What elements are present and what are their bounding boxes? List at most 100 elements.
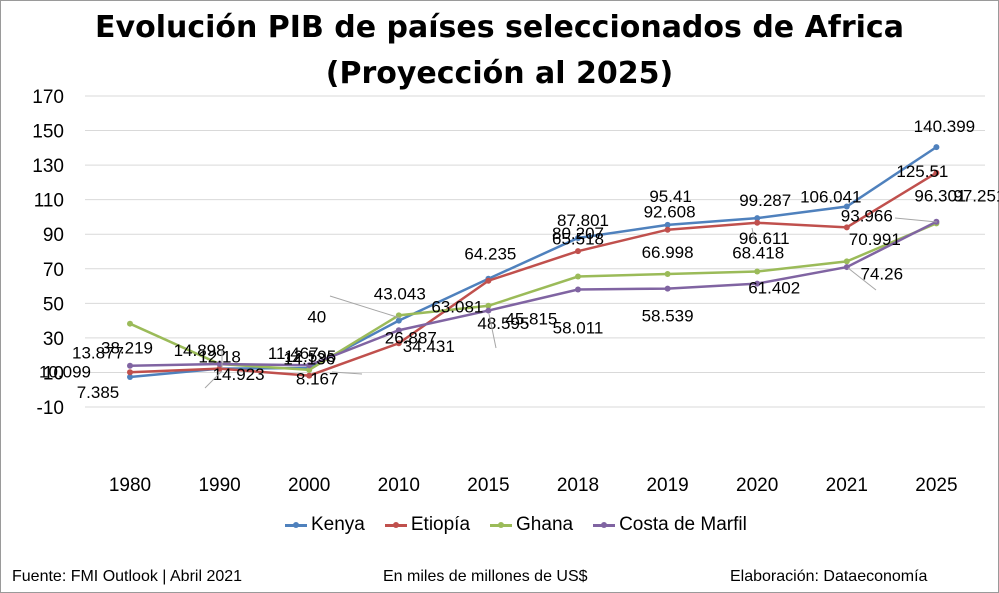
legend-label: Kenya <box>311 514 365 535</box>
data-point <box>306 372 313 379</box>
y-tick-label: 70 <box>43 260 64 281</box>
chart-legend: Kenya Etiopía Ghana Costa de Marfil <box>285 514 747 536</box>
data-label: 66.998 <box>642 243 694 262</box>
x-tick-label: 2019 <box>646 475 688 496</box>
data-point <box>395 340 402 347</box>
data-point <box>664 226 671 233</box>
data-label: 97.251 <box>953 187 999 206</box>
y-tick-label: 110 <box>34 191 64 212</box>
data-label: 96.301 <box>914 186 966 205</box>
data-label: 106.041 <box>800 188 861 207</box>
data-label: 80.207 <box>552 224 604 243</box>
data-label: 87.801 <box>557 211 609 230</box>
data-point <box>306 362 313 369</box>
data-label: 45.815 <box>505 310 557 329</box>
series-line <box>129 171 938 377</box>
data-point <box>843 258 850 265</box>
data-point <box>754 219 761 226</box>
legend-swatch <box>593 521 616 528</box>
data-point <box>843 224 850 231</box>
legend-swatch <box>490 521 513 528</box>
data-label: 58.539 <box>642 307 694 326</box>
data-point <box>485 277 492 284</box>
data-label: 12.18 <box>198 348 241 367</box>
credit-note: Elaboración: Dataeconomía <box>730 568 928 585</box>
y-tick-label: 130 <box>32 156 64 177</box>
data-point <box>754 215 761 222</box>
legend-label: Ghana <box>516 514 574 535</box>
data-point <box>664 285 671 292</box>
x-tick-label: 2015 <box>467 475 509 496</box>
y-tick-label: 150 <box>32 122 64 143</box>
series-line <box>129 146 938 379</box>
data-label: 68.418 <box>732 244 784 263</box>
data-label: 14.923 <box>213 365 265 384</box>
data-label: 13.877 <box>72 344 124 363</box>
data-point <box>664 221 671 228</box>
data-label: 92.608 <box>644 203 696 222</box>
data-point <box>575 286 581 293</box>
data-point <box>575 273 581 280</box>
data-point <box>216 365 223 372</box>
series-line <box>129 220 937 367</box>
data-label: 96.611 <box>739 229 790 248</box>
chart-title: Evolución PIB de países seleccionados de… <box>95 10 904 45</box>
source-note: Fuente: FMI Outlook | Abril 2021 <box>12 568 243 585</box>
legend-swatch <box>285 521 307 528</box>
legend-label: Costa de Marfil <box>619 514 747 535</box>
data-label: 14.898 <box>174 341 226 360</box>
data-point <box>216 360 223 367</box>
data-label: 93.966 <box>841 206 893 225</box>
x-tick-label: 2021 <box>826 475 868 496</box>
data-point <box>127 362 133 369</box>
data-label: 61.402 <box>748 279 800 298</box>
data-point <box>664 270 671 277</box>
x-tick-label: 2000 <box>288 475 330 496</box>
leader-line <box>751 227 756 243</box>
data-label: 70.991 <box>849 230 901 249</box>
data-label: 64.235 <box>464 245 516 264</box>
y-tick-label: 50 <box>43 294 64 315</box>
y-tick-label: 170 <box>32 87 64 108</box>
data-label: 34.431 <box>403 337 455 356</box>
data-label: 26.887 <box>385 328 437 347</box>
x-tick-label: 2018 <box>557 475 599 496</box>
data-point <box>933 169 940 176</box>
data-label: 10.099 <box>39 362 91 381</box>
y-tick-label: 30 <box>43 329 64 350</box>
x-tick-label: 2010 <box>378 475 420 496</box>
data-label: 74.26 <box>861 264 904 283</box>
y-tick-label: 10 <box>43 363 64 384</box>
data-point <box>395 317 402 324</box>
data-label: 14.136 <box>283 349 335 368</box>
data-label: 38.219 <box>101 339 153 358</box>
leader-line <box>204 370 223 389</box>
legend-item: Ghana <box>490 514 573 536</box>
leader-line <box>894 217 938 223</box>
data-point <box>306 366 313 373</box>
data-label: 12.595 <box>284 347 336 366</box>
data-label: 99.287 <box>739 191 791 210</box>
y-tick-label: -10 <box>37 398 64 419</box>
data-point <box>575 248 581 255</box>
data-point <box>127 320 133 327</box>
data-point <box>754 280 761 287</box>
leader-line <box>331 371 363 375</box>
data-label: 65.518 <box>552 230 604 249</box>
units-note: En miles de millones de US$ <box>383 568 588 585</box>
legend-label: Etiopía <box>410 514 471 535</box>
data-label: 7.385 <box>77 383 120 402</box>
data-label: 95.41 <box>649 187 692 206</box>
data-point <box>127 369 133 376</box>
data-point <box>395 327 402 334</box>
data-point <box>485 307 492 314</box>
data-label: 40 <box>307 308 326 327</box>
leader-line <box>329 295 401 319</box>
data-point <box>754 268 761 275</box>
legend-item: Kenya <box>285 514 365 536</box>
chart-subtitle: (Proyección al 2025) <box>325 56 674 91</box>
y-tick-label: 90 <box>43 225 64 246</box>
legend-item: Etiopía <box>384 514 471 536</box>
data-label: 11.467 <box>268 344 319 363</box>
